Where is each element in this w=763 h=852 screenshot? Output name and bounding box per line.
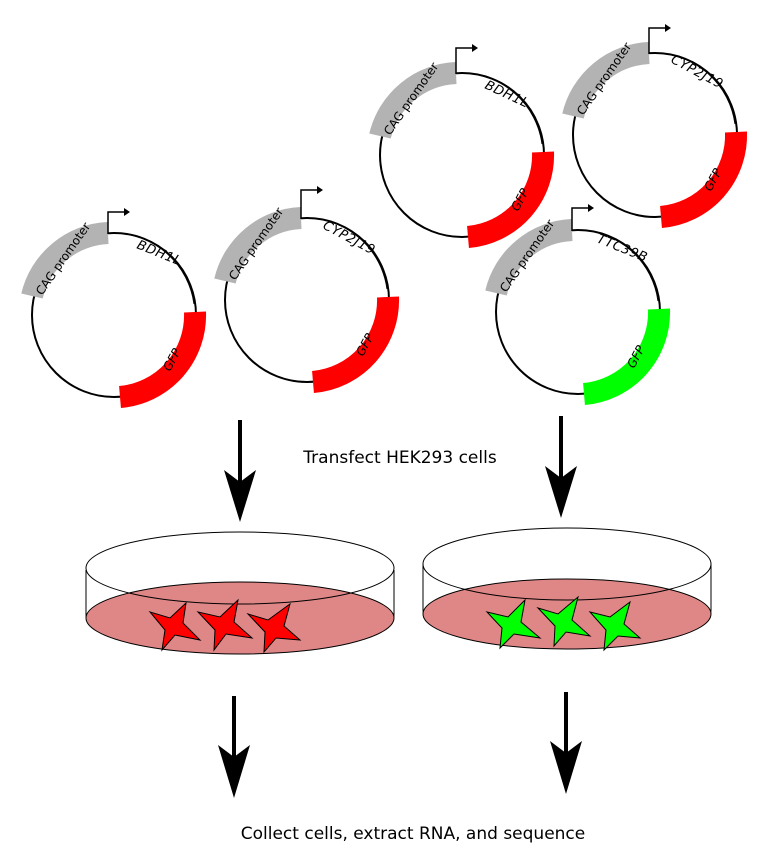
culture-medium — [85, 581, 395, 655]
plasmid-1: CAG promoter BDH1L GFP — [21, 208, 207, 408]
promoter-segment — [214, 207, 302, 284]
promoter-arrow-head-icon — [665, 24, 671, 32]
gfp-segment — [659, 131, 748, 228]
promoter-arrow-head-icon — [124, 208, 130, 216]
promoter-arrow-head-icon — [317, 186, 323, 194]
arrow-down-icon-left-1 — [224, 420, 256, 522]
gene-segment — [113, 232, 195, 305]
culture-dish-red — [85, 531, 395, 655]
promoter-arrow-icon — [300, 189, 317, 219]
promoter-segment — [485, 219, 573, 296]
plasmid-4: CAG promoter CYP2J19 GFP — [562, 24, 748, 228]
gene-label: BDH1L — [482, 78, 531, 111]
promoter-arrow-head-icon — [472, 44, 478, 52]
cell-icon — [588, 600, 642, 652]
gene-segment — [577, 229, 659, 302]
transfect-step-label: Transfect HEK293 cells — [302, 448, 497, 468]
gfp-segment — [118, 311, 207, 408]
promoter-arrow-icon — [455, 47, 472, 74]
cell-icon — [246, 602, 302, 654]
promoter-segment — [21, 222, 109, 299]
gene-label: CYP2J19 — [668, 52, 725, 92]
arrow-down-icon-right-1 — [545, 416, 577, 518]
plasmid-2: CAG promoter CYP2J19 GFP — [214, 186, 400, 393]
gfp-segment — [311, 296, 400, 393]
gene-label: CYP2J19 — [320, 218, 377, 258]
promoter-arrow-head-icon — [588, 204, 594, 212]
promoter-arrow-icon — [648, 27, 665, 54]
collect-step-label: Collect cells, extract RNA, and sequence — [241, 824, 586, 844]
gene-segment — [461, 72, 543, 145]
promoter-arrow-icon — [571, 207, 588, 231]
cell-cluster-red — [148, 598, 302, 654]
promoter-segment — [369, 62, 457, 139]
dish-rim — [422, 527, 712, 601]
gene-label: TTC39B — [595, 232, 650, 266]
cell-icon — [485, 598, 542, 650]
arrow-down-icon-left-2 — [218, 696, 250, 798]
gfp-segment — [466, 151, 555, 248]
gene-segment — [306, 217, 388, 290]
culture-dish-green — [422, 527, 712, 652]
arrow-down-icon-right-2 — [550, 692, 582, 794]
gene-label: BDH1L — [135, 238, 184, 269]
cell-cluster-green — [485, 595, 642, 652]
cell-icon — [196, 598, 254, 652]
plasmid-3: CAG promoter BDH1L GFP — [369, 44, 555, 248]
plasmid-5: CAG promoter TTC39B GFP — [485, 204, 671, 405]
gene-segment — [654, 52, 736, 125]
cell-icon — [148, 601, 202, 652]
promoter-arrow-icon — [107, 211, 124, 234]
gfp-segment — [582, 308, 671, 405]
cell-icon — [536, 595, 592, 648]
dish-rim — [85, 531, 395, 605]
promoter-segment — [562, 42, 650, 119]
